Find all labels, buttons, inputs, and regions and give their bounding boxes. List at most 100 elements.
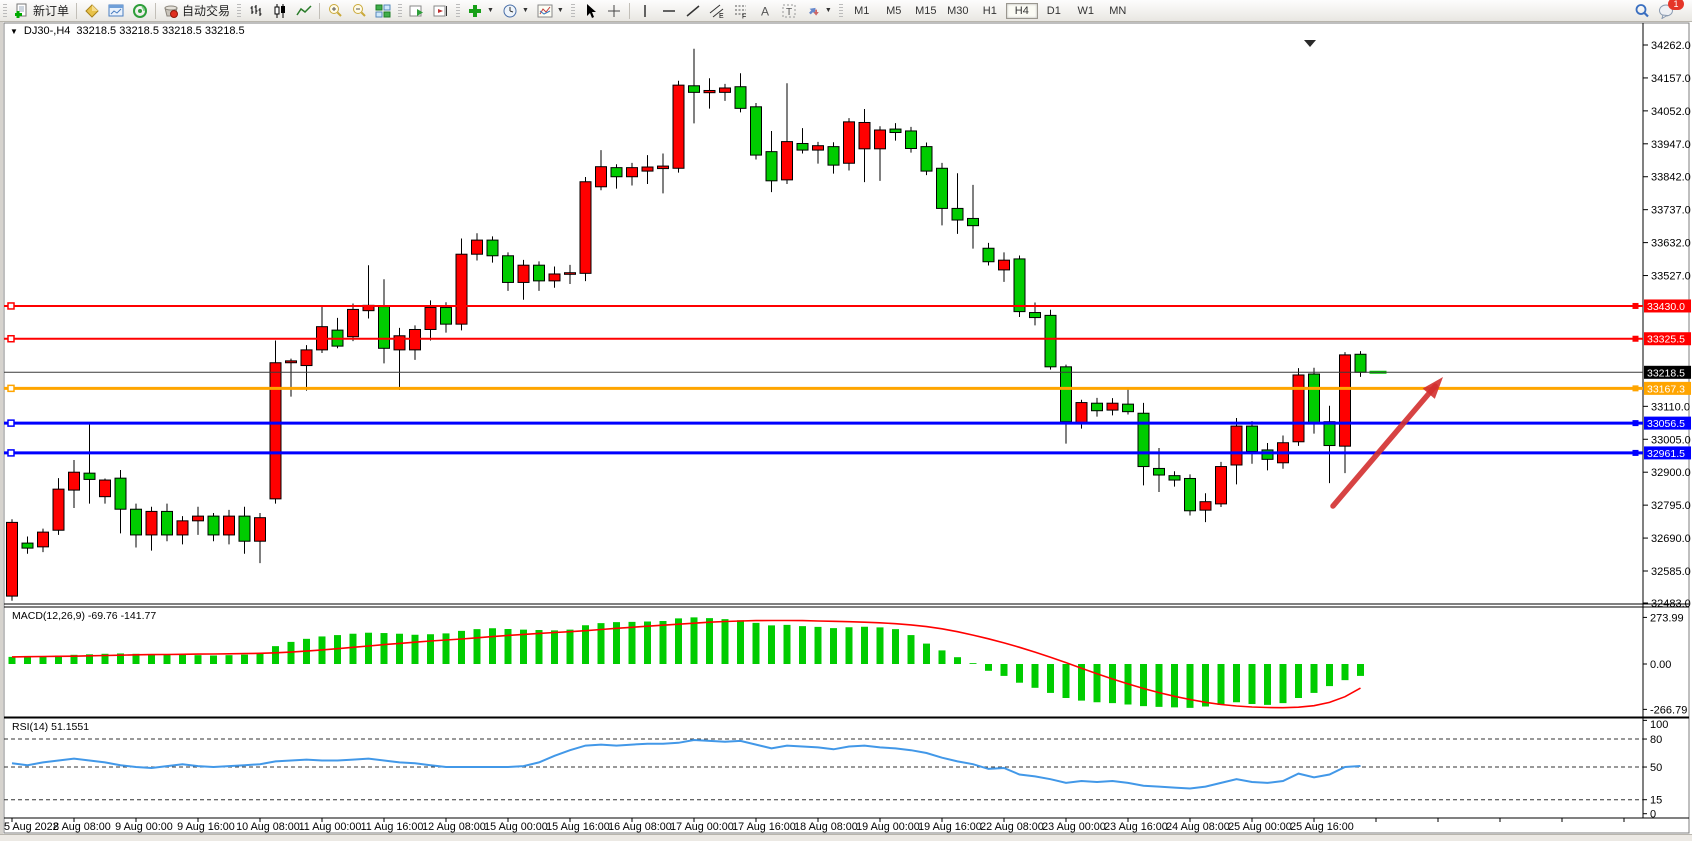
tile-windows-button[interactable] bbox=[371, 2, 395, 20]
toolbar-grip[interactable] bbox=[570, 3, 575, 18]
time-label: 8 Aug 08:00 bbox=[53, 821, 111, 833]
tab-m30[interactable]: M30 bbox=[947, 4, 969, 17]
candle bbox=[1184, 477, 1196, 512]
candle bbox=[579, 181, 592, 274]
candle bbox=[998, 259, 1010, 271]
arrows-button[interactable]: ▼ bbox=[801, 2, 836, 20]
candle bbox=[176, 520, 189, 536]
vertical-line-button[interactable] bbox=[633, 2, 657, 20]
h-line-right-marker[interactable] bbox=[1632, 420, 1639, 427]
candle bbox=[6, 521, 18, 597]
candlestick-button[interactable] bbox=[268, 2, 292, 20]
macd-label-row: MACD(12,26,9) -69.76 -141.77 bbox=[12, 610, 156, 622]
tab-m15[interactable]: M15 bbox=[915, 4, 937, 17]
h-line-left-marker[interactable] bbox=[7, 384, 15, 393]
candle bbox=[502, 255, 514, 283]
indicators-button[interactable]: ▼ bbox=[463, 2, 498, 20]
price-tick-label: 33632.0 bbox=[1651, 238, 1691, 250]
market-watch-button[interactable] bbox=[80, 2, 104, 20]
chat-badge: 1 bbox=[1668, 0, 1684, 10]
candle bbox=[207, 515, 220, 536]
svg-text:F: F bbox=[742, 13, 746, 19]
price-line-label: 33430.0 bbox=[1647, 301, 1685, 313]
trendline-button[interactable] bbox=[681, 2, 705, 20]
h-line-right-marker[interactable] bbox=[1632, 385, 1639, 392]
candle bbox=[1246, 425, 1258, 453]
candle bbox=[827, 146, 840, 166]
tab-w1[interactable]: W1 bbox=[1077, 4, 1095, 17]
rsi-axis-label: 0 bbox=[1650, 809, 1656, 821]
horizontal-line-button[interactable] bbox=[657, 2, 681, 20]
annotation-arrow-head[interactable] bbox=[1422, 377, 1443, 399]
data-window-button[interactable] bbox=[104, 2, 128, 20]
price-tick-label: 33110.0 bbox=[1651, 401, 1690, 413]
toolbar-grip[interactable] bbox=[3, 3, 7, 18]
text-button[interactable]: A bbox=[753, 2, 777, 20]
tab-m5[interactable]: M5 bbox=[886, 4, 902, 17]
candle bbox=[688, 85, 700, 93]
zoom-out-icon bbox=[351, 3, 367, 19]
price-tick-label: 33005.0 bbox=[1651, 434, 1691, 446]
templates-icon bbox=[537, 3, 553, 19]
h-line-right-marker[interactable] bbox=[1632, 335, 1639, 342]
cursor-button[interactable] bbox=[578, 2, 602, 20]
candle bbox=[765, 151, 778, 182]
h-line-left-marker[interactable] bbox=[7, 419, 15, 427]
candle bbox=[285, 360, 297, 364]
tab-m1[interactable]: M1 bbox=[854, 4, 870, 17]
chart-shift-marker[interactable] bbox=[1304, 40, 1316, 47]
bar-chart-button[interactable] bbox=[244, 2, 268, 20]
candle bbox=[595, 166, 607, 188]
fibonacci-icon: F bbox=[733, 3, 749, 20]
zoom-in-button[interactable] bbox=[323, 2, 347, 20]
auto-scroll-button[interactable] bbox=[405, 2, 429, 20]
h-line-right-marker[interactable] bbox=[1632, 302, 1639, 309]
navigator-button[interactable] bbox=[128, 2, 152, 20]
candle bbox=[99, 479, 111, 498]
chart-symbol-period: DJ30-,H4 bbox=[23, 25, 71, 37]
tab-h4[interactable]: H4 bbox=[1005, 2, 1038, 19]
candle bbox=[951, 207, 964, 221]
autotrading-button[interactable]: 自动交易 bbox=[159, 1, 234, 20]
h-line-left-marker[interactable] bbox=[7, 334, 15, 343]
text-label-button[interactable]: T bbox=[777, 2, 801, 20]
line-chart-button[interactable] bbox=[292, 2, 316, 20]
periods-button[interactable]: ▼ bbox=[498, 2, 533, 20]
time-label: 9 Aug 16:00 bbox=[177, 821, 235, 833]
new-order-button[interactable]: 新订单 bbox=[10, 1, 73, 20]
h-line-right-marker[interactable] bbox=[1632, 449, 1639, 456]
annotation-arrow-shaft[interactable] bbox=[1330, 383, 1438, 509]
search-button[interactable] bbox=[1630, 2, 1654, 20]
candle bbox=[1106, 402, 1119, 411]
candle bbox=[564, 272, 576, 275]
chat-button[interactable]: 1 bbox=[1654, 0, 1684, 20]
toolbar-grip[interactable] bbox=[237, 3, 242, 18]
h-line-left-marker[interactable] bbox=[7, 449, 15, 457]
toolbar-grip[interactable] bbox=[456, 3, 461, 18]
tab-h1[interactable]: H1 bbox=[982, 4, 997, 17]
horizontal-line-icon bbox=[661, 3, 677, 19]
price-tick-label: 33947.0 bbox=[1651, 139, 1691, 151]
toolbar-grip[interactable] bbox=[838, 3, 843, 18]
data-window-icon bbox=[108, 3, 124, 19]
candle bbox=[300, 349, 313, 367]
zoom-out-button[interactable] bbox=[347, 2, 371, 20]
rsi-label-row: RSI(14) 51.1551 bbox=[12, 721, 89, 733]
candle bbox=[1354, 353, 1367, 373]
templates-button[interactable]: ▼ bbox=[533, 2, 568, 20]
h-line-left-marker[interactable] bbox=[7, 302, 15, 310]
price-line-label: 33325.5 bbox=[1647, 334, 1685, 346]
equidistant-channel-button[interactable]: E bbox=[705, 2, 729, 20]
tab-d1[interactable]: D1 bbox=[1046, 4, 1061, 17]
chart-shift-button[interactable] bbox=[429, 2, 453, 20]
chart-collapse-icon[interactable]: ▼ bbox=[10, 26, 18, 36]
candlestick-icon bbox=[272, 3, 288, 19]
arrows-icon bbox=[805, 3, 821, 19]
fibonacci-button[interactable]: F bbox=[729, 2, 753, 20]
time-label: 24 Aug 08:00 bbox=[1166, 821, 1230, 833]
crosshair-button[interactable] bbox=[602, 2, 626, 20]
tab-mn[interactable]: MN bbox=[1109, 4, 1127, 17]
toolbar-grip[interactable] bbox=[398, 3, 403, 18]
time-label: 25 Aug 00:00 bbox=[1228, 821, 1292, 833]
